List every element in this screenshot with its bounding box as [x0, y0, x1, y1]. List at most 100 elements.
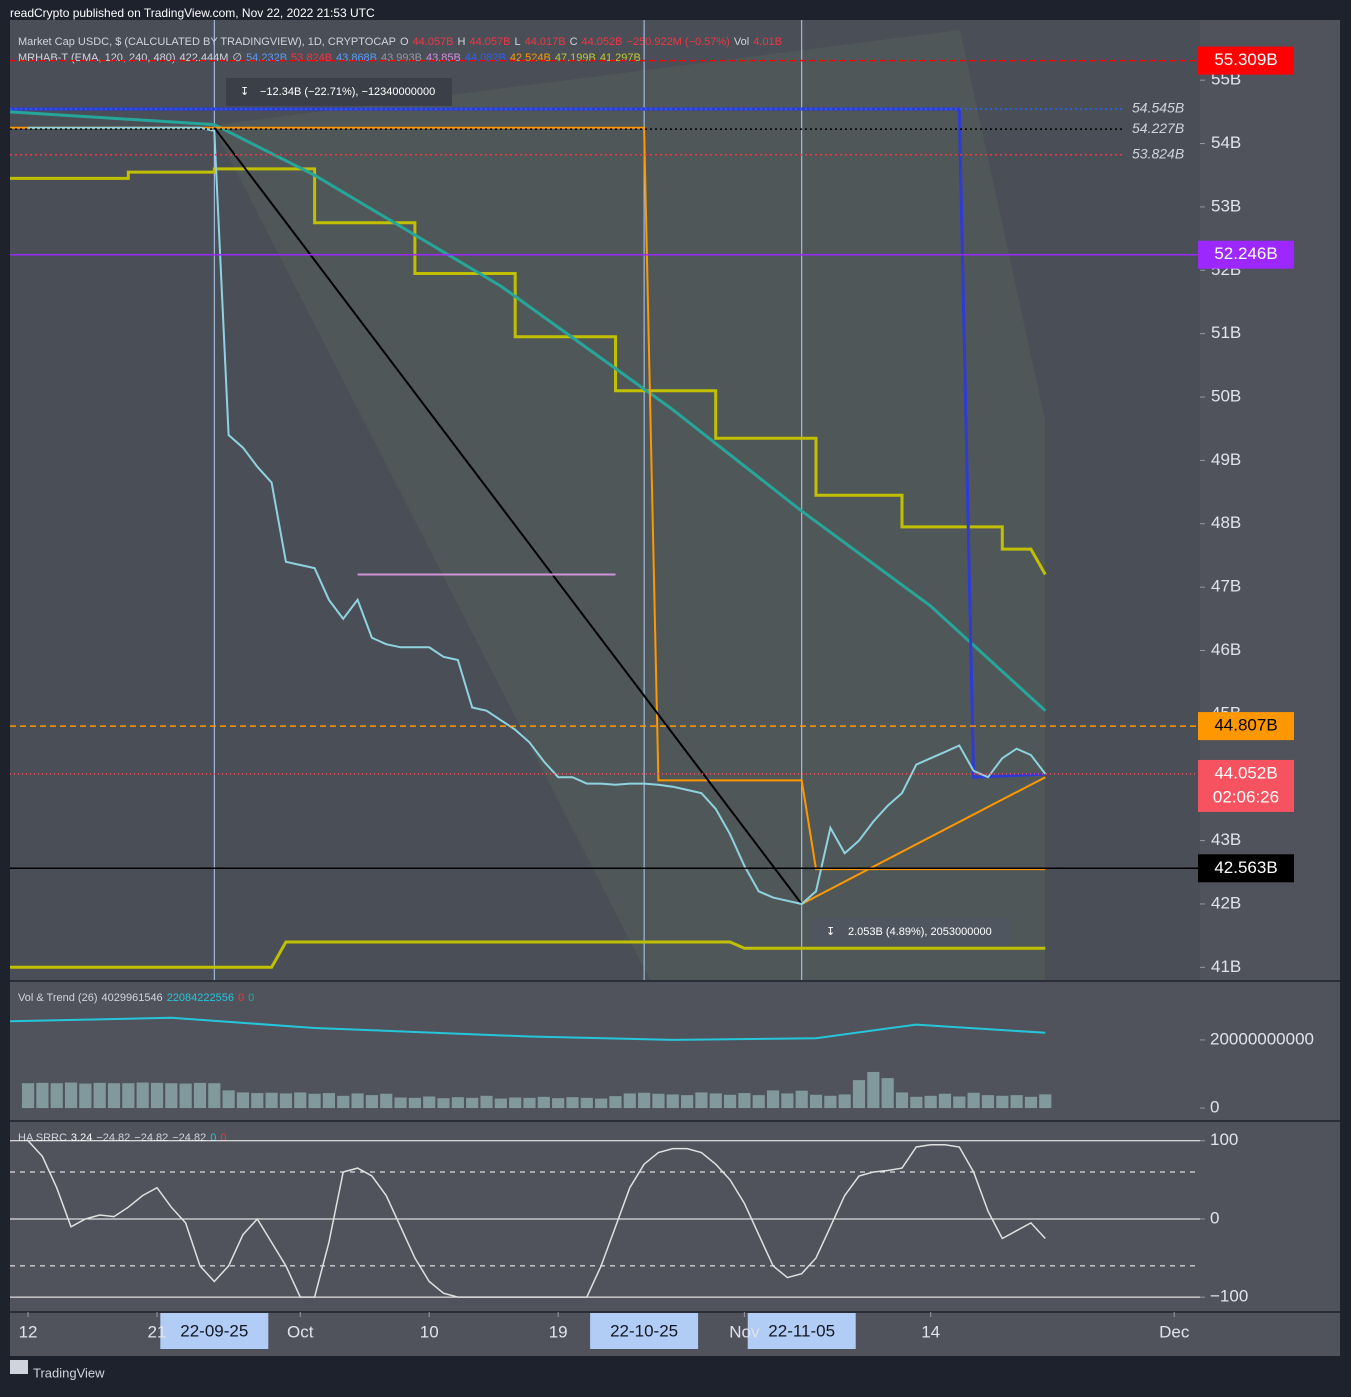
price-label: 44.052B — [1214, 763, 1277, 782]
legend-item: 43.868B — [336, 52, 377, 64]
series-line — [28, 126, 1047, 906]
volume-bar — [652, 1093, 665, 1109]
y-tick-label: 0 — [1210, 1208, 1219, 1227]
x-tick-label: 21 — [148, 1322, 167, 1341]
legend-item: 42.524B — [510, 52, 551, 64]
volume-bar — [107, 1083, 121, 1109]
legend-item: 44.052B — [582, 36, 623, 48]
price-label: 44.807B — [1214, 716, 1277, 735]
volume-bar — [738, 1093, 751, 1109]
legend-item: 44.017B — [525, 36, 566, 48]
measure-label: 2.053B (4.89%), 2053000000 — [848, 926, 992, 938]
price-box — [1198, 712, 1294, 741]
x-tick-label: Dec — [1159, 1322, 1190, 1341]
volume-bar — [423, 1096, 436, 1109]
volume-bar — [895, 1092, 909, 1109]
marker-label: 22-11-05 — [768, 1321, 835, 1340]
legend-item: O — [400, 36, 409, 48]
volume-bar — [294, 1092, 307, 1109]
volume-bar — [351, 1093, 364, 1109]
y-tick-label: 47B — [1211, 577, 1241, 596]
volume-bar — [666, 1094, 679, 1109]
series-line — [10, 126, 1046, 871]
x-tick-label: Nov — [729, 1322, 760, 1341]
legend-item: Vol — [734, 36, 749, 48]
legend-item: L — [514, 36, 520, 48]
volume-bar — [609, 1096, 622, 1109]
legend-item: −24.82 — [96, 1132, 130, 1144]
legend-item: H — [458, 36, 466, 48]
volume-bar — [408, 1097, 421, 1109]
legend-item: 47.199B — [555, 52, 596, 64]
volume-bar — [466, 1097, 479, 1109]
volume-bar — [824, 1095, 837, 1109]
price-label: 42.563B — [1214, 858, 1277, 877]
volume-bar — [480, 1095, 493, 1109]
legend-item: 54.232B — [246, 52, 287, 64]
volume-bar — [308, 1093, 321, 1109]
legend-item: −250.922M (−0.57%) — [627, 36, 730, 48]
volume-bar — [222, 1090, 235, 1109]
legend-item: 4.01B — [753, 36, 782, 48]
y-tick-label: 53B — [1211, 196, 1241, 215]
volume-bar — [638, 1092, 651, 1109]
marker-box — [590, 1313, 699, 1349]
volume-bar — [867, 1071, 880, 1109]
y-tick-label: 20000000000 — [1210, 1029, 1314, 1048]
y-tick-label: 49B — [1211, 450, 1241, 469]
volume-bar — [595, 1098, 608, 1109]
volume-bar — [365, 1095, 378, 1109]
volume-bar — [709, 1093, 722, 1109]
volume-bar — [236, 1092, 250, 1109]
price-label: 53.824B — [1132, 145, 1184, 161]
y-tick-label: 41B — [1211, 957, 1241, 976]
legend-item: 44.057B — [469, 36, 510, 48]
logo — [10, 1360, 28, 1374]
marker-box — [160, 1313, 269, 1349]
volume-bar — [509, 1097, 522, 1109]
volume-bar — [910, 1096, 923, 1109]
legend-item: ∅ — [232, 52, 242, 64]
legend-item: 53.824B — [291, 52, 332, 64]
volume-bar — [208, 1083, 221, 1109]
price-box — [1198, 46, 1294, 75]
volume-bar — [451, 1097, 464, 1109]
volume-bar — [752, 1095, 765, 1109]
marker-label: 22-10-25 — [610, 1321, 678, 1340]
volume-bar — [93, 1082, 106, 1109]
price-label: 54.545B — [1132, 100, 1184, 116]
volume-bar — [1010, 1095, 1023, 1109]
marker-box — [747, 1313, 856, 1349]
price-box — [1198, 854, 1294, 883]
legend-item: 0 — [210, 1132, 216, 1144]
measure-box — [812, 918, 1012, 946]
measure-label: −12.34B (−22.71%), −12340000000 — [260, 86, 435, 98]
legend-item: 44.057B — [413, 36, 454, 48]
volume-bar — [938, 1093, 952, 1109]
legend-item: 3.24 — [71, 1132, 92, 1144]
series-line — [10, 940, 1046, 969]
y-tick-label: −100 — [1210, 1287, 1248, 1306]
volume-bar — [322, 1093, 336, 1109]
volume-bar — [179, 1083, 192, 1109]
volume-bar — [523, 1097, 536, 1109]
volume-bar — [967, 1092, 980, 1109]
volume-bar — [193, 1082, 207, 1109]
measure-icon: ↧ — [240, 86, 249, 98]
x-tick-label: 10 — [420, 1322, 439, 1341]
volume-bar — [795, 1090, 808, 1109]
y-tick-label: 42B — [1211, 893, 1241, 912]
band — [215, 30, 1045, 980]
volume-bar — [394, 1097, 407, 1109]
series-line — [10, 107, 1046, 779]
legend-item: 41.297B — [600, 52, 641, 64]
legend-item: 0 — [220, 1132, 226, 1144]
volume-bar — [852, 1080, 866, 1109]
x-tick-label: Oct — [287, 1322, 314, 1341]
measure-box — [226, 78, 452, 106]
volume-bar — [21, 1083, 35, 1109]
legend: Vol & Trend (26) 4029961546 22084222556 0 0 — [18, 992, 254, 1004]
series-line — [9, 1016, 1046, 1041]
